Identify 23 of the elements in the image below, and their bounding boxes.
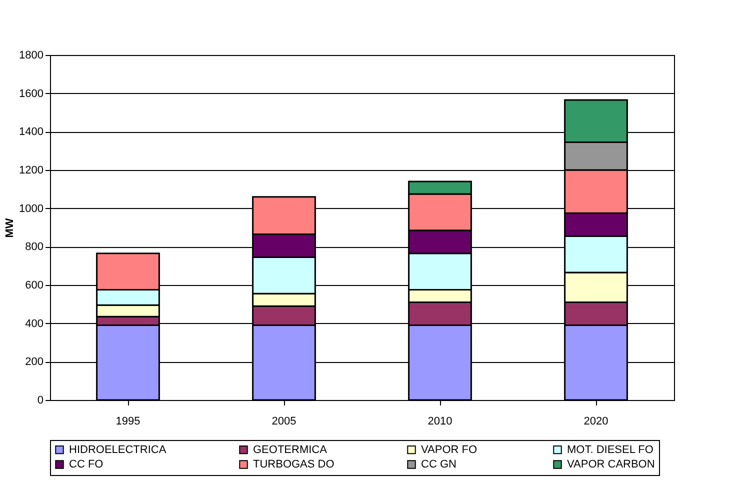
y-tick-label: 1400: [19, 126, 44, 138]
y-tick-label: 1200: [19, 164, 44, 176]
y-tick-label: 1000: [19, 202, 44, 215]
y-tick-label: 200: [25, 356, 44, 368]
legend-label: CC FO: [69, 458, 104, 470]
legend-label: VAPOR CARBON: [567, 458, 655, 470]
y-tick-label: 0: [37, 394, 44, 406]
y-tick-label: 600: [25, 280, 44, 292]
legend-label: CC GN: [421, 458, 456, 470]
legend-label: VAPOR FO: [421, 444, 478, 456]
y-tick-label: 1800: [19, 50, 44, 62]
x-tick-label: 2005: [272, 416, 296, 428]
x-tick-label: 2010: [428, 416, 452, 428]
legend-label: GEOTERMICA: [253, 444, 328, 456]
y-axis-title: MW: [4, 218, 16, 238]
legend-label: HIDROELECTRICA: [69, 444, 167, 456]
y-tick-label: 800: [25, 241, 44, 254]
x-tick-label: 1995: [116, 416, 140, 428]
x-tick-label: 2020: [584, 416, 608, 428]
y-tick-label: 1600: [19, 88, 44, 100]
legend-label: TURBOGAS DO: [253, 458, 335, 470]
y-tick-label: 400: [25, 318, 44, 330]
legend-label: MOT. DIESEL FO: [567, 444, 654, 456]
